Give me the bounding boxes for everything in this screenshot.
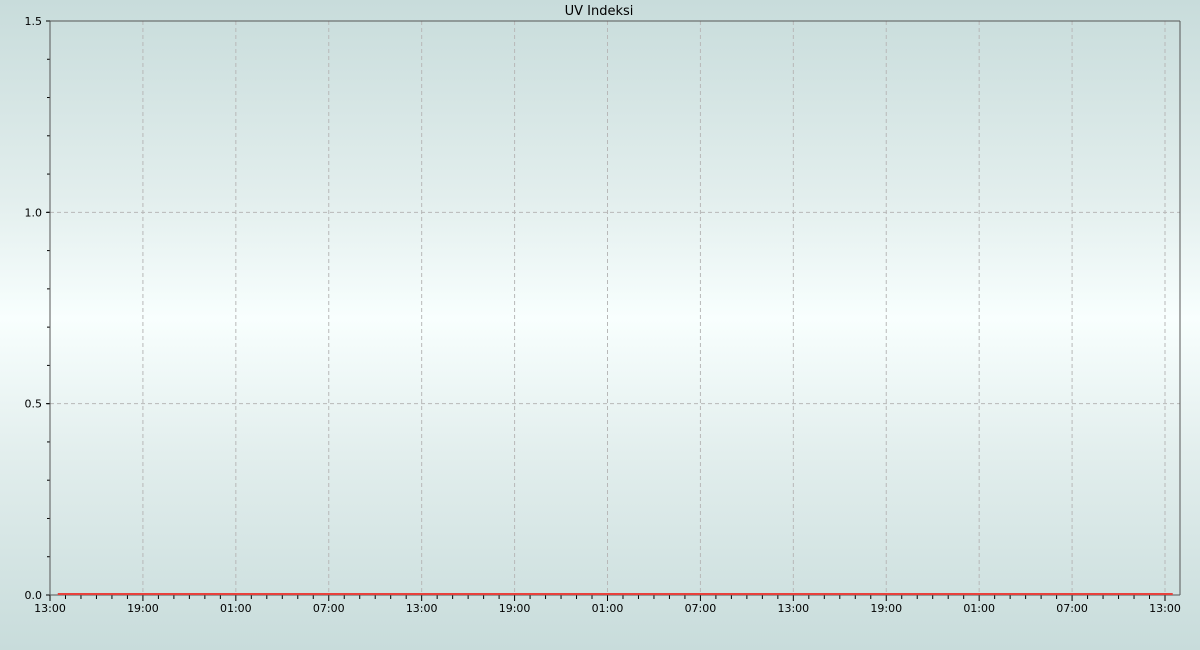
x-tick-label: 13:00 [406,602,438,615]
x-tick-labels: 13:00 19:00 01:00 07:00 13:00 19:00 01:00 07:00… [34,602,1181,615]
x-tick-label: 19:00 [499,602,531,615]
chart-title: UV Indeksi [565,4,634,19]
x-tick-label: 01:00 [220,602,252,615]
y-tick-label: 0.5 [25,398,43,411]
x-tick-label: 19:00 [127,602,159,615]
x-tick-label: 07:00 [685,602,717,615]
x-tick-label: 01:00 [963,602,995,615]
x-tick-label: 13:00 [1149,602,1181,615]
y-tick-label: 1.5 [25,15,43,28]
x-tick-label: 01:00 [592,602,624,615]
x-tick-label: 13:00 [34,602,66,615]
x-tick-label: 07:00 [1056,602,1088,615]
x-tick-label: 07:00 [313,602,345,615]
grid [50,21,1180,595]
y-tick-label: 1.0 [25,206,43,219]
y-tick-label: 0.0 [25,589,43,602]
x-tick-label: 13:00 [777,602,809,615]
axes [46,20,1181,601]
y-tick-labels: 0.0 0.5 1.0 1.5 [25,15,43,602]
x-tick-label: 19:00 [870,602,902,615]
